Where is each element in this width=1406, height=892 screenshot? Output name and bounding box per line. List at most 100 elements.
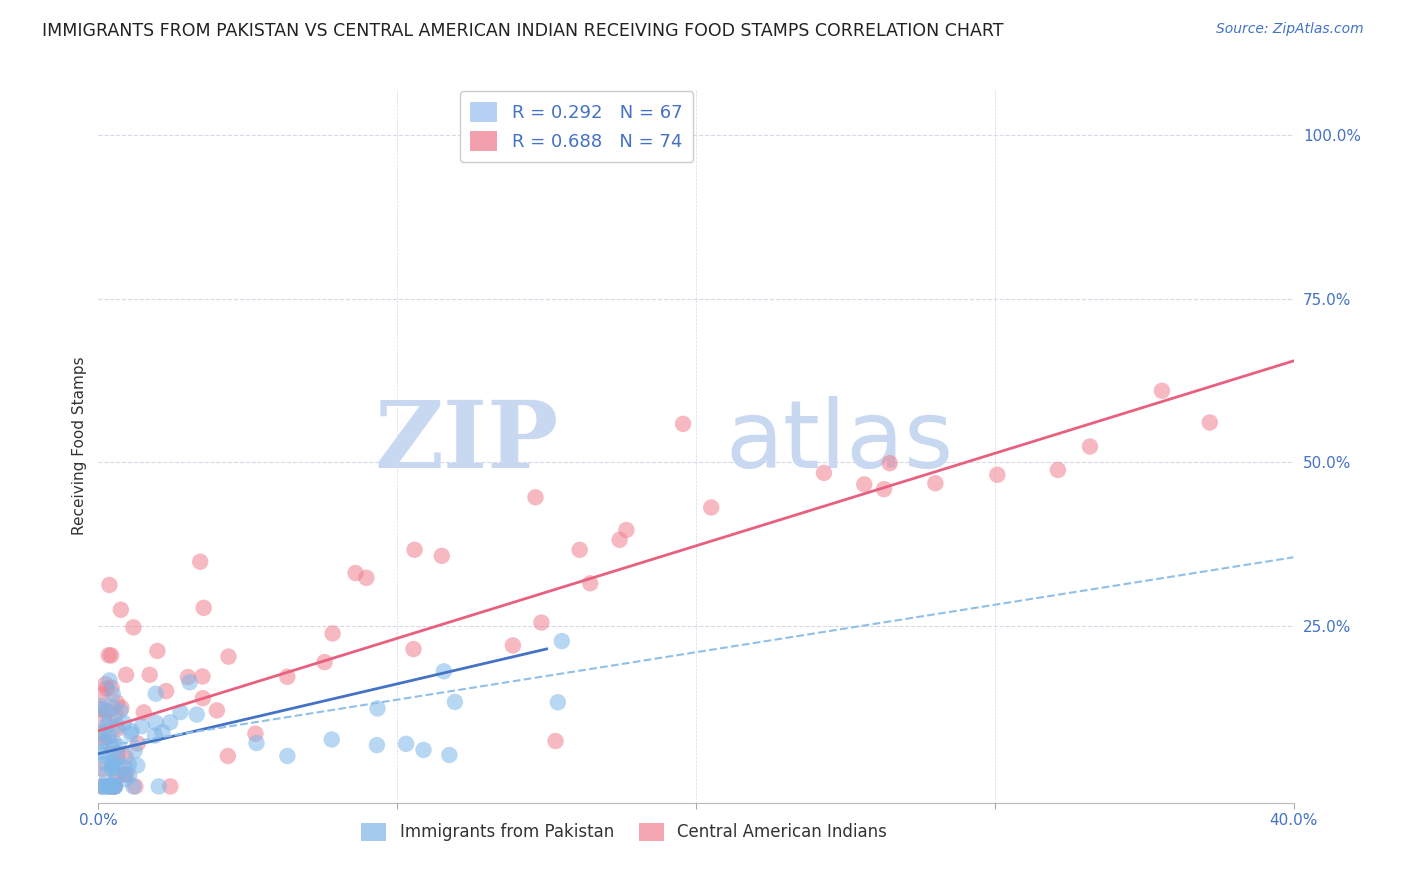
Point [101,756,124,771]
Point [530,615,553,630]
Point [112,716,135,731]
Point [118,768,141,782]
Point [412,743,434,757]
Point [98,780,121,794]
Point [90,699,112,714]
Point [1198,416,1220,430]
Point [93,713,115,727]
Point [98,780,121,794]
Point [276,670,298,684]
Point [96,780,118,794]
Point [205,703,228,717]
Point [193,600,215,615]
Point [145,687,167,701]
Point [191,669,214,683]
Point [105,722,128,736]
Point [110,700,132,714]
Point [100,780,122,794]
Point [97,729,120,743]
Point [143,729,166,743]
Point [544,734,567,748]
Point [101,687,124,701]
Point [98,578,121,592]
Point [148,780,170,794]
Point [90,734,112,748]
Point [105,768,128,782]
Point [568,542,591,557]
Point [1150,384,1173,398]
Point [94,735,117,749]
Point [121,724,143,739]
Point [114,772,136,786]
Point [105,696,128,710]
Point [366,738,388,752]
Point [813,466,835,480]
Text: ZIP: ZIP [374,398,558,487]
Point [118,757,141,772]
Point [107,719,129,733]
Point [245,736,267,750]
Point [321,732,343,747]
Point [110,704,132,718]
Point [551,634,574,648]
Point [90,780,112,794]
Point [91,725,114,739]
Point [96,704,118,718]
Text: IMMIGRANTS FROM PAKISTAN VS CENTRAL AMERICAN INDIAN RECEIVING FOOD STAMPS CORREL: IMMIGRANTS FROM PAKISTAN VS CENTRAL AMER… [42,22,1004,40]
Point [179,675,201,690]
Point [98,735,121,749]
Point [101,755,124,769]
Point [547,695,569,709]
Point [90,745,112,759]
Point [103,760,125,774]
Point [115,767,138,781]
Point [94,677,117,691]
Point [96,718,118,732]
Point [115,668,138,682]
Point [159,715,181,730]
Point [986,467,1008,482]
Point [114,761,136,775]
Point [524,490,547,504]
Point [90,727,112,741]
Point [91,762,114,776]
Point [579,576,602,591]
Point [344,566,367,580]
Point [356,571,378,585]
Point [104,780,127,794]
Point [104,780,127,794]
Point [169,705,191,719]
Point [100,741,122,756]
Point [366,701,388,715]
Point [107,739,129,754]
Point [177,670,200,684]
Point [155,684,177,698]
Point [853,477,876,491]
Point [105,770,128,784]
Point [104,707,127,722]
Point [672,417,695,431]
Point [98,714,121,728]
Point [433,665,456,679]
Point [93,756,115,771]
Point [439,747,461,762]
Y-axis label: Receiving Food Stamps: Receiving Food Stamps [72,357,87,535]
Point [104,780,127,794]
Point [107,747,129,761]
Point [502,639,524,653]
Point [110,603,132,617]
Point [122,620,145,634]
Point [132,706,155,720]
Point [188,555,211,569]
Point [145,715,167,730]
Point [444,695,467,709]
Point [114,749,136,764]
Point [404,542,426,557]
Point [97,648,120,663]
Point [924,476,946,491]
Point [159,780,181,794]
Point [276,748,298,763]
Point [93,780,115,794]
Point [322,626,344,640]
Point [90,702,112,716]
